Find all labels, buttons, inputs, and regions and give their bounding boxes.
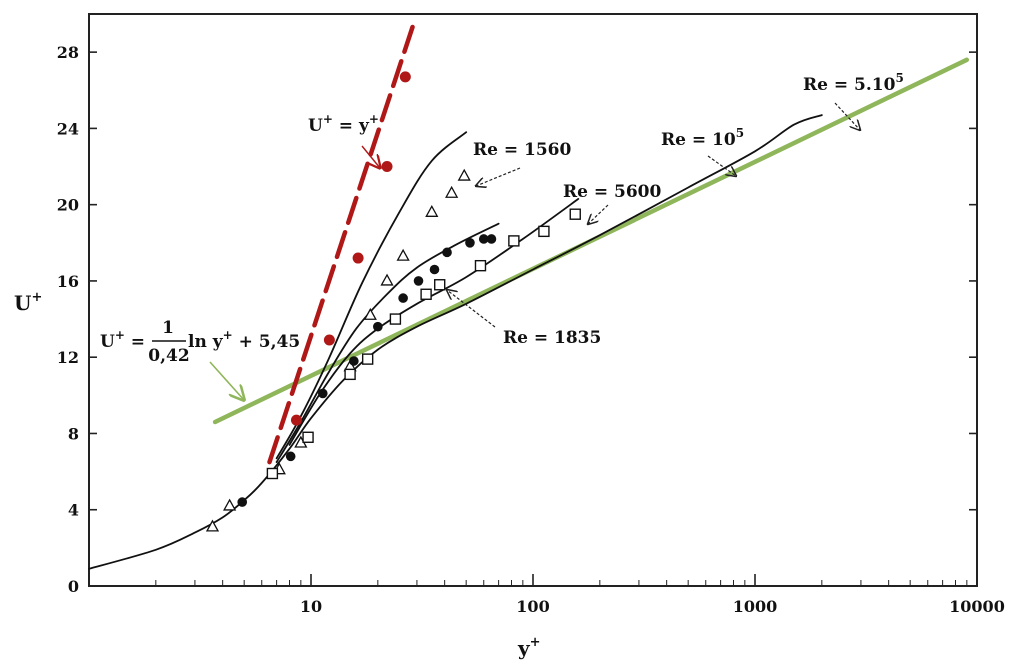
triangle-point	[396, 248, 410, 261]
x-tick-label: 1000	[733, 597, 778, 616]
series-curve-1560	[275, 131, 468, 460]
y-tick-label: 28	[57, 43, 79, 62]
y-axis: 0 4 8 12 16 20 24 28	[57, 43, 977, 596]
filled-circle-point	[442, 247, 452, 258]
triangle-point	[205, 519, 220, 532]
arrow-re-5600	[588, 204, 609, 224]
y-tick-label: 12	[57, 348, 79, 367]
open-square-point	[420, 288, 432, 300]
annotation-re-1560: Re = 1560	[473, 140, 572, 160]
annotation-re-1835: Re = 1835	[503, 328, 601, 348]
annotation-log-law: U+ =	[100, 328, 145, 352]
open-square-point	[474, 259, 487, 272]
open-square-point	[569, 208, 581, 220]
annotation-re-5600: Re = 5600	[563, 182, 662, 202]
marker-layer	[205, 71, 581, 532]
filled-circle-point	[413, 276, 424, 286]
x-tick-label: 10	[300, 597, 322, 616]
arrow-linear-law	[361, 145, 380, 168]
annotation-linear-law: U+ = y+	[308, 112, 379, 136]
filled-circle-point	[398, 293, 408, 303]
log-law-rest: ln y+ + 5,45	[188, 328, 300, 352]
arrow-log-law	[209, 361, 244, 400]
filled-circle-point	[486, 234, 497, 244]
arrow-re-5e5	[834, 102, 860, 130]
triangle-point	[425, 204, 439, 217]
filled-circle-point	[373, 321, 383, 332]
y-tick-label: 8	[68, 424, 79, 443]
open-square-point	[434, 279, 446, 291]
arrow-re-1560	[476, 167, 521, 186]
series-linear-law	[267, 21, 416, 465]
triangle-point	[445, 185, 459, 198]
filled-circle-point	[285, 451, 296, 462]
y-axis-title: U+	[14, 290, 42, 315]
open-square-point	[266, 467, 279, 480]
arrow-re-1835	[447, 290, 496, 328]
linear-law-point	[352, 252, 364, 264]
plot-frame	[88, 13, 978, 587]
filled-circle-point	[237, 497, 248, 507]
open-square-point	[361, 353, 374, 365]
open-square-point	[389, 313, 402, 325]
open-square-point	[508, 235, 520, 247]
open-square-point	[302, 431, 314, 443]
annotation-re-1e5: Re = 105	[661, 126, 744, 150]
arrow-re-1e5	[707, 155, 736, 176]
y-tick-label: 4	[68, 501, 79, 520]
filled-circle-point	[429, 264, 440, 275]
x-axis-title: y+	[517, 635, 541, 660]
filled-circle-point	[478, 234, 489, 244]
x-tick-label: 10000	[949, 597, 1005, 616]
linear-law-point	[381, 161, 393, 173]
log-law-fraction-numerator: 1	[162, 318, 174, 338]
open-square-point	[344, 368, 356, 381]
linear-law-point	[323, 334, 335, 346]
open-square-point	[538, 225, 550, 238]
filled-circle-point	[349, 356, 359, 366]
log-law-fraction-denominator: 0,42	[148, 346, 189, 366]
linear-law-point	[290, 414, 302, 426]
annotation-layer: U+ = y+ Re = 1560 Re = 5600 Re = 105 Re = 5.…	[100, 71, 904, 400]
triangle-point	[363, 307, 377, 320]
x-axis: 10 100 1000 10000	[155, 574, 1005, 616]
series-log-law	[212, 57, 970, 425]
filled-circle-point	[317, 388, 328, 399]
series-curve-5600	[288, 198, 580, 446]
y-tick-label: 24	[57, 119, 79, 138]
triangle-point	[380, 273, 394, 286]
annotation-re-5e5: Re = 5.105	[803, 71, 904, 95]
y-tick-label: 20	[57, 196, 79, 215]
series-layer	[88, 21, 970, 570]
x-tick-label: 100	[516, 597, 549, 616]
triangle-point	[457, 168, 471, 181]
y-tick-label: 0	[68, 577, 79, 596]
linear-law-point	[399, 71, 411, 83]
filled-circle-point	[465, 238, 475, 248]
y-tick-label: 16	[57, 272, 79, 291]
triangle-point	[223, 498, 237, 511]
